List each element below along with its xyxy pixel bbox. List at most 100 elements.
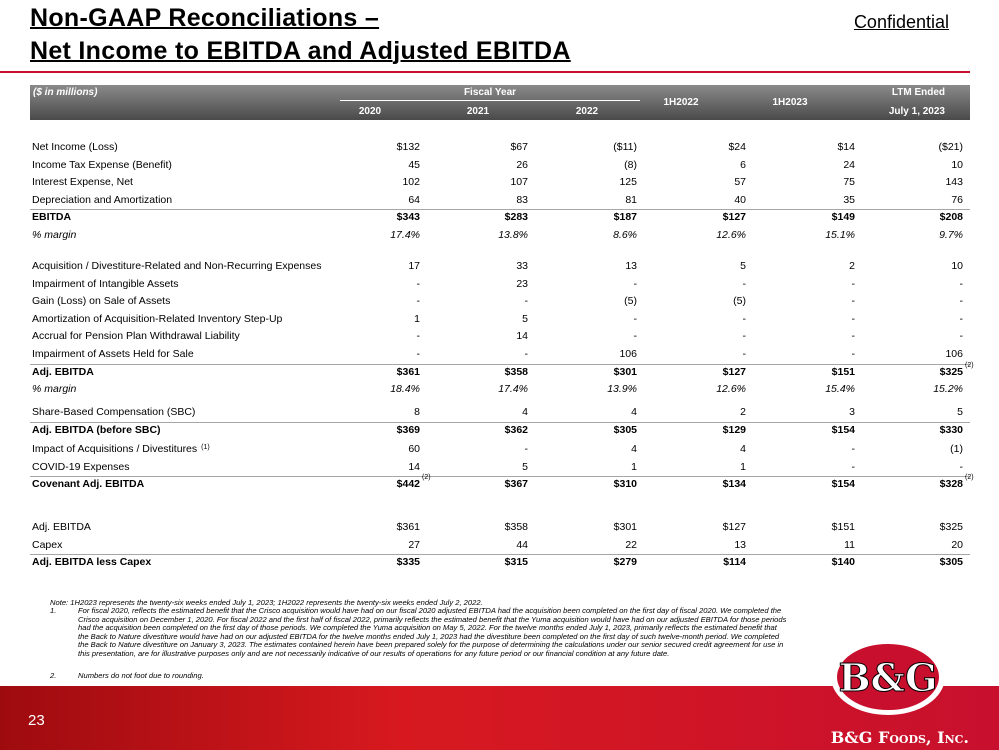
cell: $127	[722, 211, 746, 224]
superscript: (2)	[965, 474, 974, 482]
cell: -	[851, 443, 856, 455]
cell: (5)	[624, 295, 637, 308]
row-label: Capex	[32, 538, 63, 551]
cell: 5	[740, 260, 746, 272]
row-rule	[30, 209, 970, 211]
cell: (5)	[733, 295, 746, 308]
cell: -	[742, 312, 747, 325]
row-label: Accrual for Pension Plan Withdrawal Liab…	[32, 330, 240, 343]
row-label: Gain (Loss) on Sale of Assets	[32, 295, 171, 308]
cell: 2	[849, 260, 855, 272]
cell: -	[959, 295, 964, 308]
cell: -	[633, 312, 638, 325]
cell: -	[633, 330, 638, 343]
cell: 5	[522, 312, 528, 325]
cell: 9.7%	[939, 229, 963, 241]
superscript: (1)	[201, 444, 210, 451]
cell: 8.6%	[613, 229, 637, 241]
footnote-text: For fiscal 2020, reflects the estimated …	[78, 606, 787, 658]
cell: 15.1%	[825, 229, 855, 241]
cell: 3	[849, 406, 855, 418]
cell: -	[524, 295, 529, 308]
cell: $328 (2)	[939, 474, 974, 491]
cell: -	[742, 348, 747, 360]
cell: $358	[504, 365, 528, 378]
cell: $129	[722, 423, 746, 436]
cell: -	[416, 330, 421, 343]
cell: 27	[408, 538, 420, 551]
company-name: B&G Foods, Inc.	[830, 728, 969, 747]
row-rule	[30, 476, 970, 478]
page-number: 23	[28, 712, 45, 729]
cell: $301	[613, 365, 637, 378]
cell: $325	[939, 521, 963, 533]
row-label: Impact of Acquisitions / Divestitures (1)	[32, 443, 210, 455]
cell: -	[742, 330, 747, 343]
cell: 13.8%	[498, 229, 528, 241]
cell: -	[524, 348, 529, 360]
cell: $358	[504, 521, 528, 533]
cell: -	[416, 277, 421, 290]
cell: 12.6%	[716, 229, 746, 241]
row-label: Amortization of Acquisition-Related Inve…	[32, 312, 283, 325]
cell: $132	[396, 141, 420, 153]
cell: $315	[504, 556, 528, 569]
cell: -	[416, 348, 421, 360]
cell: 14	[516, 330, 528, 343]
cell: (1)	[950, 443, 963, 455]
row-label: Impairment of Assets Held for Sale	[32, 348, 194, 360]
cell: 60	[408, 443, 420, 455]
row-label: Impairment of Intangible Assets	[32, 277, 179, 290]
cell: 75	[843, 176, 855, 189]
cell: $335	[396, 556, 420, 569]
column-header: 2020	[358, 106, 382, 117]
cell: 10	[951, 260, 963, 272]
cell: 15.4%	[825, 383, 855, 396]
cell: 26	[516, 158, 528, 171]
footer-band	[0, 686, 999, 750]
cell: 106	[945, 348, 963, 360]
cell: 2	[740, 406, 746, 418]
cell: $14	[837, 141, 855, 153]
column-header: 1H2022	[663, 97, 699, 108]
logo-body	[835, 642, 941, 712]
cell: -	[851, 460, 856, 473]
cell: -	[416, 295, 421, 308]
cell: 17.4%	[498, 383, 528, 396]
column-header: 2022	[575, 106, 599, 117]
row-label: Covenant Adj. EBITDA	[32, 478, 145, 491]
cell: 102	[402, 176, 420, 189]
cell: $442 (2)	[396, 474, 431, 491]
cell: $24	[728, 141, 746, 153]
cell: 64	[408, 193, 420, 206]
cell: 45	[408, 158, 420, 171]
cell: 11	[844, 538, 855, 551]
note: Note: 1H2023 represents the twenty-six w…	[50, 598, 483, 607]
cell: 24	[843, 158, 855, 171]
superscript: (2)	[965, 361, 974, 369]
cell: 13	[734, 538, 746, 551]
cell: $208	[939, 211, 963, 224]
row-label: Adj. EBITDA less Capex	[32, 556, 152, 569]
cell: $154	[831, 478, 855, 491]
cell: 17	[408, 260, 420, 272]
cell: $140	[831, 556, 855, 569]
cell: 14	[408, 460, 420, 473]
logo: B&G	[831, 639, 945, 715]
cell: 5	[522, 460, 528, 473]
footnote-number: 1.	[50, 606, 57, 615]
logo-text: B&G	[839, 655, 938, 700]
cell: ($11)	[613, 141, 637, 153]
cell: -	[851, 312, 856, 325]
cell: -	[851, 277, 856, 290]
cell: -	[851, 348, 856, 360]
cell: $343	[396, 211, 420, 224]
cell: 17.4%	[390, 229, 420, 241]
row-label: Depreciation and Amortization	[32, 193, 173, 206]
group-header: LTM Ended	[891, 87, 945, 98]
cell: $187	[613, 211, 637, 224]
cell: 6	[740, 158, 746, 171]
group-header: Fiscal Year	[463, 87, 517, 98]
cell: $330	[939, 423, 963, 436]
